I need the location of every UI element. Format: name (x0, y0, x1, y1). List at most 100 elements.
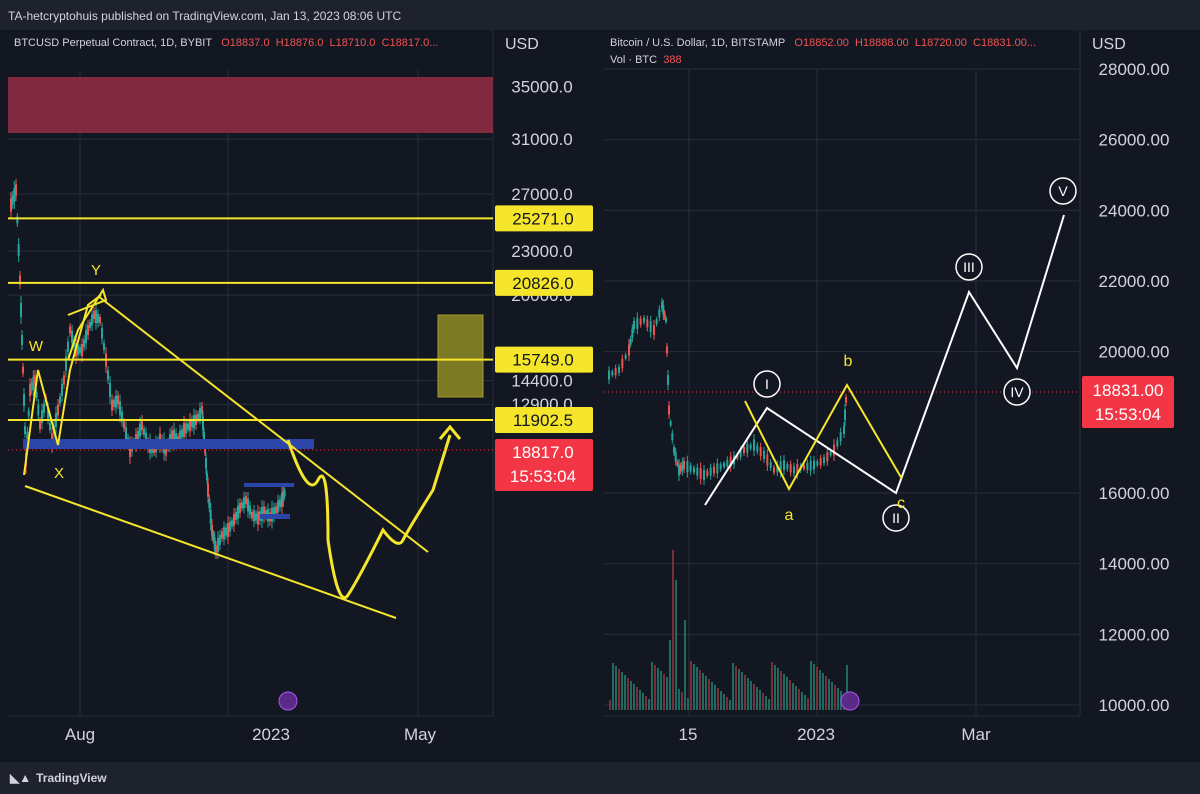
candle-body (171, 430, 173, 440)
candle-body (796, 464, 799, 474)
candle-body (37, 404, 40, 416)
impulse-label-circle (753, 370, 781, 398)
candle-body (809, 460, 812, 471)
volume-bar (834, 685, 836, 710)
candle-body (215, 545, 217, 555)
impulse-label: II (892, 510, 900, 526)
chart-pane-left[interactable]: WXY35000.031000.027000.023000.020000.014… (8, 30, 600, 756)
candle-body (35, 392, 38, 398)
volume-bar (789, 680, 791, 710)
candle-body (789, 464, 792, 473)
candle-body (47, 407, 49, 419)
candle-body (41, 410, 43, 424)
candle-body (618, 367, 620, 373)
price-level-badge-text: 25271.0 (512, 209, 573, 228)
volume-bar (774, 665, 776, 710)
candle-body (249, 505, 251, 515)
candle-body (241, 502, 243, 509)
target-box (437, 314, 484, 398)
volume-bar (681, 692, 683, 710)
ohlc-close-right: C18831.00... (973, 37, 1037, 49)
candle-body (729, 456, 732, 467)
volume-bar (729, 700, 731, 710)
candle-body (187, 423, 189, 430)
price-level-badge-text: 15749.0 (512, 351, 573, 370)
volume-bar (675, 580, 677, 710)
y-tick-label: 10000.00 (1099, 696, 1170, 715)
candle-body (213, 537, 216, 550)
volume-bar (651, 662, 653, 710)
volume-bar (747, 678, 749, 710)
volume-bar (783, 674, 785, 710)
correction-wave-path (744, 382, 903, 492)
volume-bar (768, 699, 770, 710)
candle-body (679, 465, 682, 472)
projection-arrowhead (438, 424, 462, 440)
candle-body (79, 347, 81, 353)
chart-left-svg[interactable]: WXY35000.031000.027000.023000.020000.014… (8, 30, 600, 756)
volume-legend: Vol · BTC 388 (610, 54, 682, 66)
candle-body (843, 426, 845, 434)
volume-bar (798, 689, 800, 710)
y-tick-label: 14400.0 (511, 372, 572, 391)
x-tick-label: May (404, 725, 437, 744)
candle-body (263, 506, 265, 518)
x-tick-label: 2023 (252, 725, 290, 744)
legend-left: BTCUSD Perpetual Contract, 1D, BYBIT O18… (14, 37, 438, 49)
volume-bar (633, 684, 635, 710)
y-tick-label: 14000.00 (1099, 555, 1170, 574)
candle-body (776, 464, 779, 473)
correction-label: b (844, 353, 853, 370)
price-level-badge-text: 20826.0 (512, 274, 573, 293)
candle-body (227, 523, 229, 537)
impulse-label: I (765, 376, 769, 392)
y-tick-label: 31000.0 (511, 130, 572, 149)
candle-body (636, 317, 639, 329)
candle-body (199, 407, 201, 419)
candle-body (15, 184, 17, 196)
impulse-label-circle (1003, 378, 1031, 406)
candle-body (211, 524, 213, 536)
candle-body (769, 462, 772, 468)
candle-body (639, 318, 642, 325)
candle-body (203, 432, 205, 442)
impulse-label-circle (882, 504, 910, 532)
candle-body (699, 467, 702, 479)
impulse-label: III (963, 259, 975, 275)
volume-bar (645, 696, 647, 710)
candle-body (845, 397, 847, 403)
volume-bar (690, 661, 692, 710)
candle-body (649, 321, 652, 333)
last-price-countdown: 15:53:04 (510, 467, 576, 486)
candle-body (624, 354, 627, 359)
candle-body (21, 335, 23, 345)
wave-label: Y (91, 262, 101, 279)
candle-body (87, 325, 89, 335)
candle-body (24, 426, 26, 434)
candle-body (202, 416, 204, 430)
price-level-badge (495, 205, 593, 232)
candle-body (621, 358, 624, 368)
volume-bar (726, 697, 728, 710)
candle-body (766, 454, 769, 466)
candle-body (816, 461, 819, 466)
volume-bar (672, 550, 674, 710)
y-tick-label: 28000.00 (1099, 60, 1170, 79)
candle-body (11, 195, 14, 205)
volume-bar (693, 664, 695, 710)
candle-body (113, 399, 115, 407)
candle-body (689, 465, 692, 472)
tradingview-logo[interactable]: ◣▲ TradingView (10, 771, 107, 785)
wave-label: X (54, 465, 64, 482)
volume-bar (711, 682, 713, 710)
volume-bar (720, 691, 722, 710)
candle-body (119, 401, 121, 416)
chart-right-svg[interactable]: IIIIIIIVVabc28000.0026000.0024000.002200… (604, 30, 1196, 756)
candle-body (173, 429, 175, 444)
y-tick-label: 23000.0 (511, 242, 572, 261)
y-tick-label: 22000.00 (1099, 272, 1170, 291)
volume-bar (654, 665, 656, 710)
candle-body (628, 344, 630, 356)
candle-body (723, 463, 725, 467)
